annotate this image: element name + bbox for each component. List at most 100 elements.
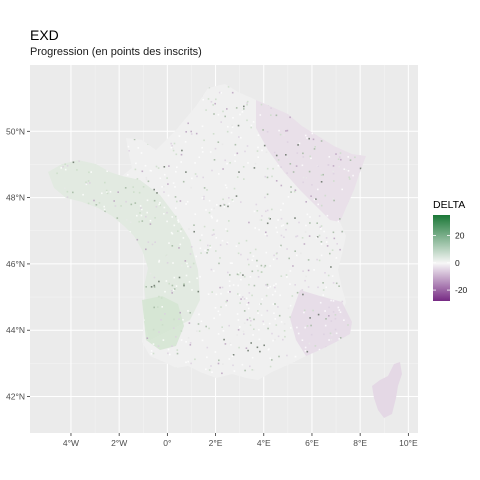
commune-cell <box>248 292 251 294</box>
commune-cell <box>257 276 260 278</box>
commune-cell <box>286 172 288 174</box>
commune-cell <box>352 174 354 177</box>
commune-cell <box>284 335 286 338</box>
commune-cell <box>241 111 244 113</box>
commune-cell <box>187 122 189 125</box>
commune-cell <box>219 286 221 289</box>
commune-cell <box>183 284 185 287</box>
commune-cell <box>198 156 201 159</box>
commune-cell <box>140 214 143 217</box>
commune-cell <box>275 324 278 326</box>
commune-cell <box>104 181 106 184</box>
commune-cell <box>347 156 349 158</box>
commune-cell <box>173 276 176 279</box>
commune-cell <box>322 294 324 296</box>
commune-cell <box>232 200 234 202</box>
commune-cell <box>236 334 238 336</box>
commune-cell <box>218 173 220 175</box>
commune-cell <box>212 133 215 135</box>
commune-cell <box>265 231 267 234</box>
commune-cell <box>339 218 341 220</box>
commune-cell <box>220 92 222 94</box>
commune-cell <box>159 177 162 180</box>
commune-cell <box>243 298 246 300</box>
commune-cell <box>167 183 169 185</box>
commune-cell <box>228 285 231 287</box>
commune-cell <box>154 241 156 243</box>
commune-cell <box>162 339 165 341</box>
y-tick-label: 42°N <box>6 392 25 402</box>
commune-cell <box>266 167 269 170</box>
commune-cell <box>296 254 298 257</box>
commune-cell <box>133 191 135 193</box>
y-tick-label: 50°N <box>6 126 25 136</box>
commune-cell <box>197 323 200 325</box>
commune-cell <box>247 307 250 310</box>
commune-cell <box>240 136 242 139</box>
commune-cell <box>219 257 221 259</box>
commune-cell <box>149 219 152 222</box>
commune-cell <box>271 293 274 296</box>
commune-cell <box>249 324 252 327</box>
y-tick-label: 44°N <box>6 325 25 335</box>
commune-cell <box>129 231 131 233</box>
commune-cell <box>158 331 160 333</box>
commune-cell <box>286 276 288 278</box>
commune-cell <box>246 303 248 306</box>
commune-cell <box>66 196 69 198</box>
commune-cell <box>247 258 249 261</box>
corsica <box>372 362 402 418</box>
commune-cell <box>95 204 98 206</box>
commune-cell <box>229 162 231 164</box>
commune-cell <box>163 166 166 168</box>
commune-cell <box>137 147 140 149</box>
commune-cell <box>180 230 182 233</box>
commune-cell <box>303 311 305 314</box>
commune-cell <box>305 176 308 179</box>
commune-cell <box>227 205 229 208</box>
commune-cell <box>190 362 192 365</box>
commune-cell <box>257 156 259 158</box>
commune-cell <box>236 313 239 315</box>
commune-cell <box>225 228 227 230</box>
commune-cell <box>302 156 305 158</box>
commune-cell <box>189 344 192 346</box>
commune-cell <box>259 303 262 305</box>
commune-cell <box>238 346 240 349</box>
commune-cell <box>195 255 197 258</box>
commune-cell <box>319 301 322 304</box>
commune-cell <box>181 149 183 152</box>
commune-cell <box>251 259 254 261</box>
commune-cell <box>145 215 147 218</box>
commune-cell <box>138 191 141 194</box>
commune-cell <box>310 195 312 197</box>
commune-cell <box>354 156 356 159</box>
commune-cell <box>260 103 263 106</box>
commune-cell <box>266 235 268 237</box>
commune-cell <box>303 309 306 312</box>
commune-cell <box>259 350 261 353</box>
commune-cell <box>337 158 340 160</box>
commune-cell <box>245 239 248 242</box>
commune-cell <box>150 286 153 288</box>
commune-cell <box>140 207 142 209</box>
commune-cell <box>252 369 255 371</box>
commune-cell <box>318 234 321 237</box>
commune-cell <box>183 283 185 285</box>
commune-cell <box>117 191 119 193</box>
commune-cell <box>172 182 175 184</box>
commune-cell <box>207 244 209 247</box>
commune-cell <box>178 318 180 320</box>
commune-cell <box>325 318 327 320</box>
commune-cell <box>222 330 225 332</box>
commune-cell <box>239 272 242 274</box>
commune-cell <box>236 152 239 155</box>
commune-cell <box>267 286 269 289</box>
commune-cell <box>339 152 342 154</box>
commune-cell <box>161 306 163 308</box>
commune-cell <box>185 131 187 133</box>
commune-cell <box>228 197 230 199</box>
commune-cell <box>332 172 335 175</box>
commune-cell <box>168 165 170 167</box>
commune-cell <box>340 158 342 161</box>
